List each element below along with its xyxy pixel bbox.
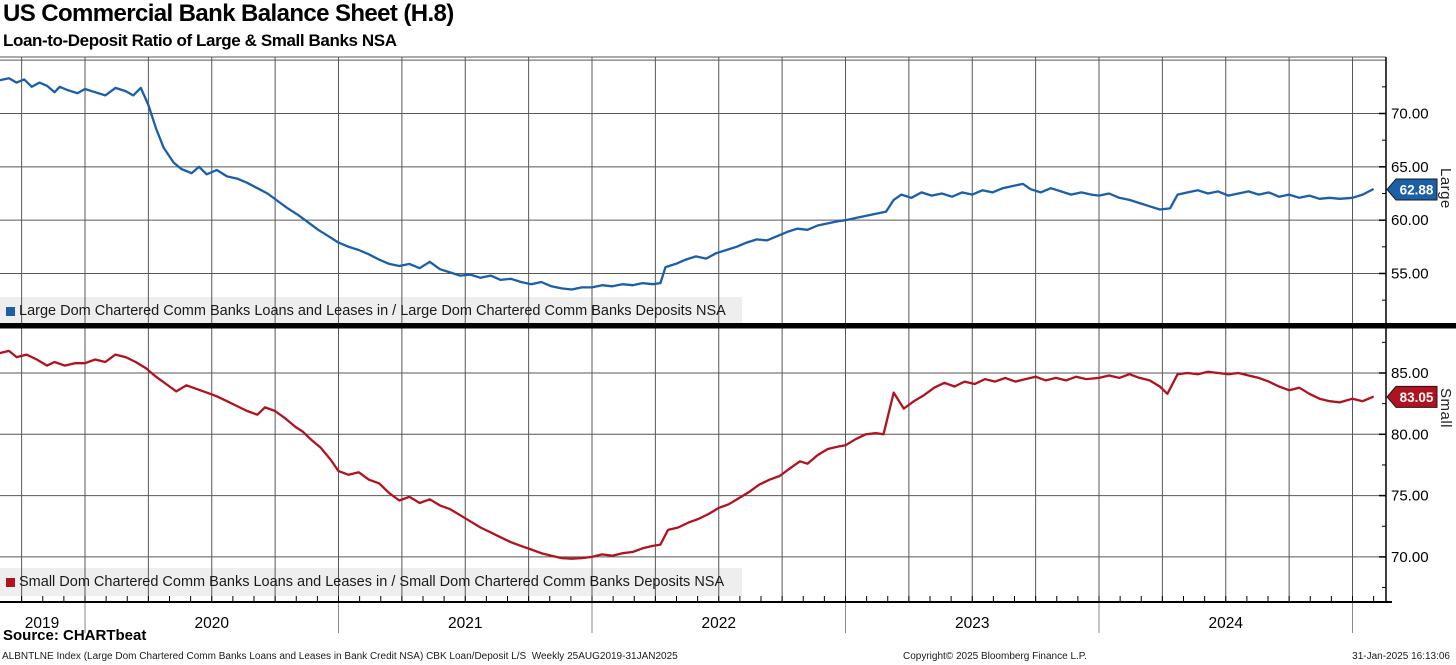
small-last-value-badge-text: 83.05 <box>1400 390 1434 405</box>
x-year-label: 2024 <box>1209 615 1244 632</box>
y-tick-label: 75.00 <box>1391 488 1429 505</box>
x-year-label: 2023 <box>955 615 989 632</box>
footer-description: ALBNTLNE Index (Large Dom Chartered Comm… <box>2 651 678 662</box>
y-tick-label: 55.00 <box>1391 265 1429 282</box>
small-last-value-badge-shape <box>1386 385 1438 408</box>
page-title: US Commercial Bank Balance Sheet (H.8) <box>3 0 454 27</box>
large-last-value-badge-shape <box>1386 178 1438 201</box>
y-tick-label: 70.00 <box>1391 106 1429 123</box>
small-series-swatch-icon <box>6 577 15 587</box>
legend-large-label: Large Dom Chartered Comm Banks Loans and… <box>19 303 726 319</box>
y-tick-label: 80.00 <box>1391 426 1429 443</box>
axis-label-small: Small <box>1437 388 1454 429</box>
y-tick-label: 60.00 <box>1391 212 1429 229</box>
panel-divider <box>0 323 1456 329</box>
large-series-swatch-icon <box>6 306 15 316</box>
large-last-value-badge-text: 62.88 <box>1400 182 1434 197</box>
y-tick-label: 65.00 <box>1391 159 1429 176</box>
large-series-line <box>0 77 1374 291</box>
x-year-label: 2021 <box>448 615 482 632</box>
source-line: Source: CHARTbeat <box>3 627 147 644</box>
footer-copyright: Copyright© 2025 Bloomberg Finance L.P. <box>903 651 1087 662</box>
legend-large-series[interactable]: Large Dom Chartered Comm Banks Loans and… <box>0 297 742 325</box>
footer-timestamp: 31-Jan-2025 16:13:06 <box>1352 651 1450 662</box>
legend-bg-large <box>0 297 742 325</box>
axis-label-large: Large <box>1437 168 1454 209</box>
small-series-line <box>0 349 1374 560</box>
large-last-value-badge[interactable]: 62.88 <box>1386 178 1438 201</box>
y-tick-label: 70.00 <box>1391 549 1429 566</box>
page-subtitle: Loan-to-Deposit Ratio of Large & Small B… <box>3 31 397 50</box>
x-year-label: 2019 <box>25 615 59 632</box>
y-tick-label: 85.00 <box>1391 365 1429 382</box>
legend-bg-small <box>0 568 742 596</box>
x-year-label: 2020 <box>195 615 230 632</box>
legend-small-label: Small Dom Chartered Comm Banks Loans and… <box>19 574 725 590</box>
x-year-label: 2022 <box>702 615 736 632</box>
legend-small-series[interactable]: Small Dom Chartered Comm Banks Loans and… <box>0 568 742 596</box>
small-last-value-badge[interactable]: 83.05 <box>1386 385 1438 408</box>
